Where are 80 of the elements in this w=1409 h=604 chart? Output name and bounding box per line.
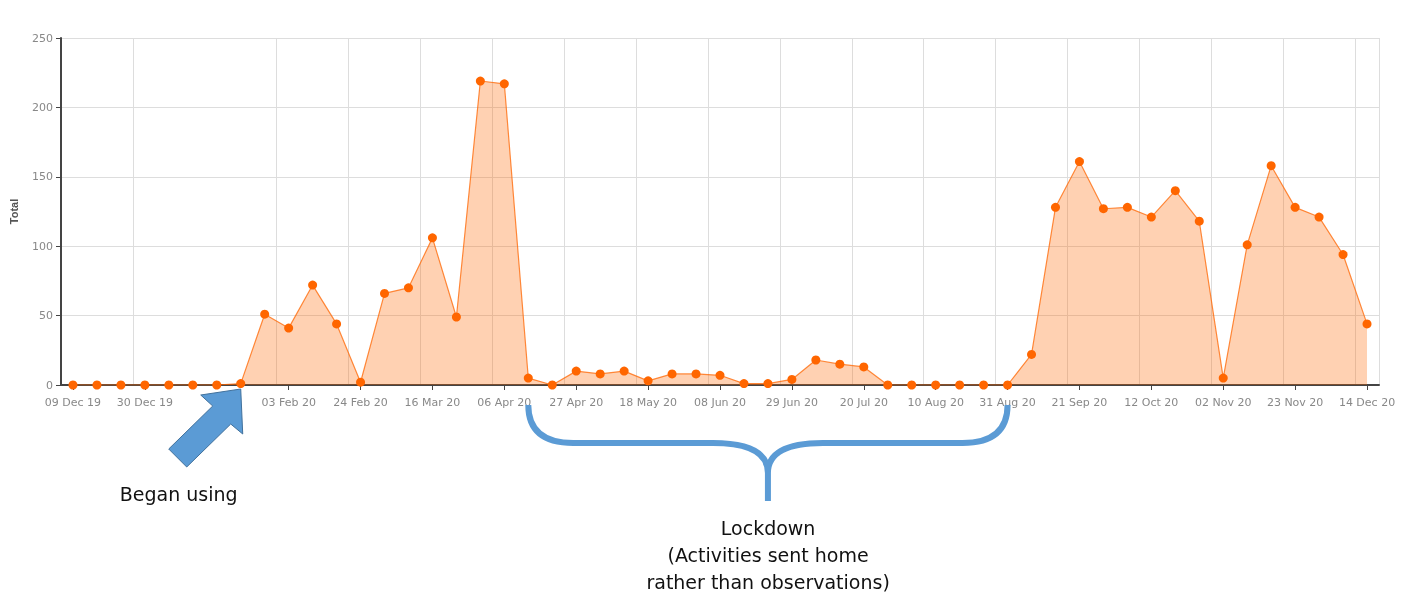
- point: [571, 366, 581, 376]
- point: [68, 380, 78, 390]
- point: [1338, 250, 1348, 260]
- y-tick-label: 0: [46, 378, 53, 392]
- point: [1003, 380, 1013, 390]
- point: [380, 288, 390, 298]
- x-tick-label: 16 Mar 20: [404, 396, 461, 409]
- x-tick-label: 10 Aug 20: [907, 396, 964, 409]
- point: [643, 376, 653, 386]
- x-tick-label: 23 Nov 20: [1266, 396, 1324, 409]
- x-tick-label: 09 Dec 19: [44, 396, 102, 409]
- text: Began using: [119, 482, 238, 507]
- x-tick-label: 18 May 20: [619, 396, 677, 409]
- point: [787, 374, 797, 384]
- point: [212, 380, 222, 390]
- point: [835, 359, 845, 369]
- text: Lockdown (Activities sent home rather than observations): [646, 516, 890, 595]
- y-tick-label: 250: [32, 31, 53, 45]
- point: [1194, 216, 1204, 226]
- point: [1027, 349, 1037, 359]
- x-tick-label: 14 Dec 20: [1338, 396, 1396, 409]
- point: [1146, 212, 1156, 222]
- x-tick-label: 12 Oct 20: [1124, 396, 1179, 409]
- point: [332, 319, 342, 329]
- x-tick-label: 30 Dec 19: [116, 396, 174, 409]
- x-tick-label: 24 Feb 20: [333, 396, 388, 409]
- point: [1098, 204, 1108, 214]
- point: [475, 76, 485, 86]
- point: [1290, 202, 1300, 212]
- point: [931, 380, 941, 390]
- point: [1362, 319, 1372, 329]
- point: [451, 312, 461, 322]
- point: [427, 233, 437, 243]
- point: [356, 377, 366, 387]
- point: [763, 379, 773, 389]
- point: [619, 366, 629, 376]
- point: [979, 380, 989, 390]
- point: [691, 369, 701, 379]
- point: [715, 370, 725, 380]
- x-tick-label: 29 Jun 20: [765, 396, 818, 409]
- point: [1266, 161, 1276, 171]
- point: [1051, 202, 1060, 212]
- y-axis-title: Total: [7, 198, 20, 225]
- point: [547, 380, 557, 390]
- point: [164, 380, 174, 390]
- y-tick-label: 200: [32, 100, 53, 114]
- point: [236, 379, 246, 389]
- x-tick-label: 03 Feb 20: [261, 396, 316, 409]
- point: [116, 380, 126, 390]
- y-tick-label: 150: [32, 170, 53, 184]
- point: [499, 79, 509, 89]
- point: [1122, 202, 1132, 212]
- x-tick-label: 02 Nov 20: [1195, 396, 1252, 409]
- point: [1242, 240, 1252, 250]
- point: [1218, 373, 1228, 383]
- point: [859, 362, 869, 372]
- point: [955, 380, 965, 390]
- point: [595, 369, 605, 379]
- point: [403, 283, 413, 293]
- point: [667, 369, 677, 379]
- x-tick-label: 27 Apr 20: [549, 396, 604, 409]
- point: [1170, 186, 1180, 196]
- point: [188, 380, 198, 390]
- point: [1314, 212, 1324, 222]
- x-tick-label: 08 Jun 20: [693, 396, 747, 409]
- point: [811, 355, 821, 365]
- point: [1074, 157, 1084, 167]
- point: [907, 380, 917, 390]
- point: [284, 323, 294, 333]
- point: [140, 380, 150, 390]
- point: [260, 309, 270, 319]
- point: [308, 280, 318, 290]
- point: [92, 380, 102, 390]
- point: [883, 380, 893, 390]
- point: [739, 379, 749, 389]
- x-tick-label: 20 Jul 20: [839, 396, 888, 409]
- point: [523, 373, 533, 383]
- y-tick-label: 100: [32, 239, 53, 253]
- y-tick-label: 50: [39, 309, 53, 323]
- x-tick-label: 21 Sep 20: [1051, 396, 1108, 409]
